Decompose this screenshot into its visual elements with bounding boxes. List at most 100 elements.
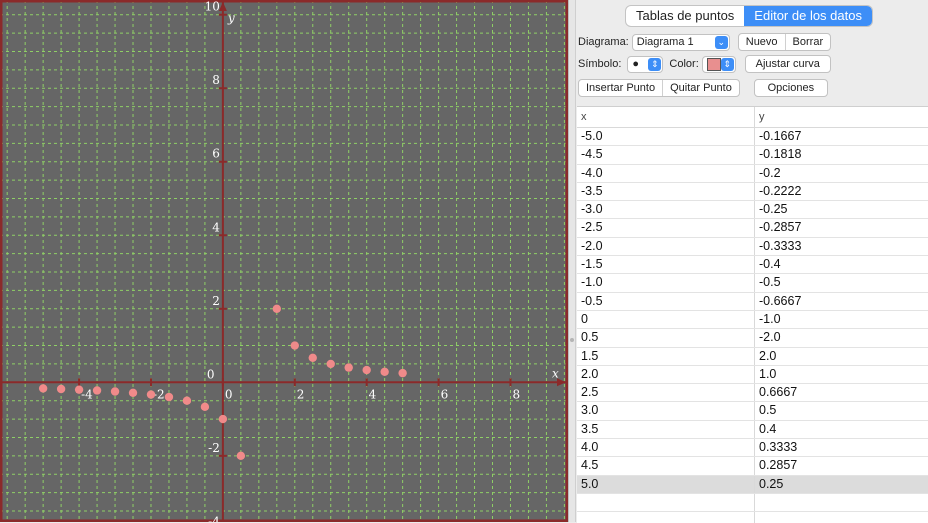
table-row[interactable]: 2.5 0.6667 — [577, 384, 928, 403]
cell-x[interactable]: 0.5 — [577, 329, 755, 347]
cell-y[interactable]: 0.4 — [759, 421, 777, 436]
table-row[interactable]: -5.0 -0.1667 — [577, 128, 928, 147]
table-header: x y — [577, 107, 928, 128]
data-point — [308, 353, 317, 363]
column-header-y[interactable]: y — [759, 111, 765, 123]
column-header-x[interactable]: x — [577, 107, 755, 127]
cell-y[interactable]: 0.6667 — [759, 385, 798, 400]
cell-x[interactable]: 5.0 — [577, 475, 755, 493]
table-row[interactable]: 5.0 0.25 — [577, 475, 928, 494]
table-row[interactable]: 3.0 0.5 — [577, 402, 928, 421]
table-row[interactable]: -1.5 -0.4 — [577, 256, 928, 275]
new-diagram-button[interactable]: Nuevo — [745, 36, 778, 48]
data-point — [272, 304, 282, 313]
cell-x[interactable]: 3.0 — [577, 402, 755, 420]
cell-y[interactable]: -2.0 — [759, 330, 781, 345]
data-point — [398, 368, 407, 378]
table-row[interactable]: -2.5 -0.2857 — [577, 219, 928, 238]
table-row[interactable]: 2.0 1.0 — [577, 365, 928, 385]
table-row[interactable]: 1.5 2.0 — [577, 347, 928, 366]
cell-x[interactable]: 2.5 — [577, 384, 755, 402]
scatter-plot[interactable]: -4 -2 0 2 4 6 8 -4 -2 2 4 6 8 10 0 x y — [0, 0, 568, 522]
options-button[interactable]: Opciones — [753, 79, 828, 97]
cell-y[interactable]: 0.5 — [759, 403, 777, 418]
cell-x[interactable]: 2.0 — [577, 365, 755, 384]
cell-x[interactable]: -0.5 — [577, 292, 755, 310]
y-axis-arrow-icon — [218, 2, 227, 11]
cell-x[interactable]: 3.5 — [577, 420, 755, 439]
x-tick-label: 2 — [297, 387, 305, 401]
x-tick-label: 4 — [369, 387, 377, 401]
delete-diagram-button[interactable]: Borrar — [784, 34, 831, 50]
cell-y[interactable]: -0.1818 — [759, 147, 802, 162]
cell-y[interactable]: -0.4 — [759, 257, 781, 272]
cell-y[interactable] — [755, 512, 928, 523]
table-row[interactable]: -0.5 -0.6667 — [577, 292, 928, 311]
table-row[interactable]: -3.0 -0.25 — [577, 201, 928, 220]
table-body: -5.0 -0.1667 -4.5 -0.1818 -4.0 -0.2 -3.5 -0.222… — [577, 128, 928, 523]
table-row[interactable]: -4.5 -0.1818 — [577, 146, 928, 165]
data-point — [290, 341, 299, 350]
symbol-select[interactable]: ● ⇕ — [627, 55, 664, 73]
tab-point-tables[interactable]: Tablas de puntos — [636, 8, 735, 23]
cell-x[interactable]: 4.0 — [577, 439, 755, 457]
cell-y[interactable] — [755, 494, 928, 511]
table-row[interactable]: 0.5 -2.0 — [577, 329, 928, 348]
table-row[interactable]: 4.5 0.2857 — [577, 457, 928, 476]
data-point — [218, 414, 228, 424]
diagram-select[interactable]: Diagrama 1 ⌄ — [631, 33, 730, 51]
empty-row[interactable] — [577, 512, 928, 523]
table-row[interactable]: -3.5 -0.2222 — [577, 182, 928, 202]
cell-x[interactable]: 4.5 — [577, 457, 755, 475]
remove-point-button[interactable]: Quitar Punto — [662, 80, 739, 96]
cell-x[interactable]: 0 — [577, 310, 755, 329]
insert-point-button[interactable]: Insertar Punto — [586, 82, 656, 94]
cell-y[interactable]: -0.5 — [759, 275, 781, 290]
cell-x[interactable]: 1.5 — [577, 347, 755, 365]
table-row[interactable]: 4.0 0.3333 — [577, 439, 928, 458]
color-select[interactable]: ⇕ — [701, 55, 736, 73]
table-row[interactable]: -1.0 -0.5 — [577, 274, 928, 293]
data-table[interactable]: x y -5.0 -0.1667 -4.5 -0.1818 -4.0 -0.2 -3.5 -0… — [577, 106, 928, 523]
cell-y[interactable]: -0.1667 — [759, 129, 802, 143]
cell-x[interactable] — [577, 493, 755, 511]
cell-y[interactable]: 1.0 — [759, 366, 777, 381]
data-point — [56, 384, 66, 394]
split-view-divider[interactable] — [568, 0, 576, 522]
x-tick-label: 8 — [512, 387, 520, 401]
cell-x[interactable]: -5.0 — [577, 128, 755, 146]
cell-y[interactable]: 0.25 — [759, 476, 784, 491]
cell-y[interactable]: -0.6667 — [759, 293, 802, 308]
color-swatch — [706, 57, 721, 71]
cell-y[interactable]: -0.2 — [759, 165, 781, 180]
cell-y[interactable]: 0.3333 — [759, 440, 798, 455]
y-tick-label: 4 — [212, 220, 220, 234]
cell-y[interactable]: -0.3333 — [759, 238, 802, 253]
cell-x[interactable]: -2.0 — [577, 237, 755, 256]
cell-x[interactable]: -1.0 — [577, 274, 755, 292]
cell-x[interactable]: -1.5 — [577, 256, 755, 274]
cell-y[interactable]: -0.25 — [759, 202, 788, 217]
cell-x[interactable]: -4.5 — [577, 146, 755, 164]
table-row[interactable]: -4.0 -0.2 — [577, 164, 928, 183]
data-point — [200, 402, 210, 412]
cell-x[interactable]: -3.0 — [577, 201, 755, 219]
data-point — [164, 392, 174, 402]
table-row[interactable]: 3.5 0.4 — [577, 420, 928, 440]
empty-row[interactable] — [577, 493, 928, 513]
cell-y[interactable]: -0.2857 — [759, 220, 802, 235]
cell-x[interactable]: -3.5 — [577, 182, 755, 201]
cell-x[interactable]: -4.0 — [577, 164, 755, 182]
tab-data-editor[interactable]: Editor de los datos — [744, 6, 872, 26]
cell-y[interactable]: 2.0 — [759, 348, 777, 363]
cell-x[interactable]: -2.5 — [577, 219, 755, 237]
table-row[interactable]: 0 -1.0 — [577, 310, 928, 330]
graph-canvas[interactable]: -4 -2 0 2 4 6 8 -4 -2 2 4 6 8 10 0 x y — [0, 0, 568, 522]
cell-y[interactable]: -1.0 — [759, 311, 781, 326]
cell-y[interactable]: -0.2222 — [759, 183, 802, 198]
fit-curve-button[interactable]: Ajustar curva — [744, 55, 831, 73]
cell-x[interactable] — [577, 512, 755, 523]
cell-y[interactable]: 0.2857 — [759, 458, 798, 473]
data-point — [236, 451, 246, 461]
table-row[interactable]: -2.0 -0.3333 — [577, 237, 928, 257]
